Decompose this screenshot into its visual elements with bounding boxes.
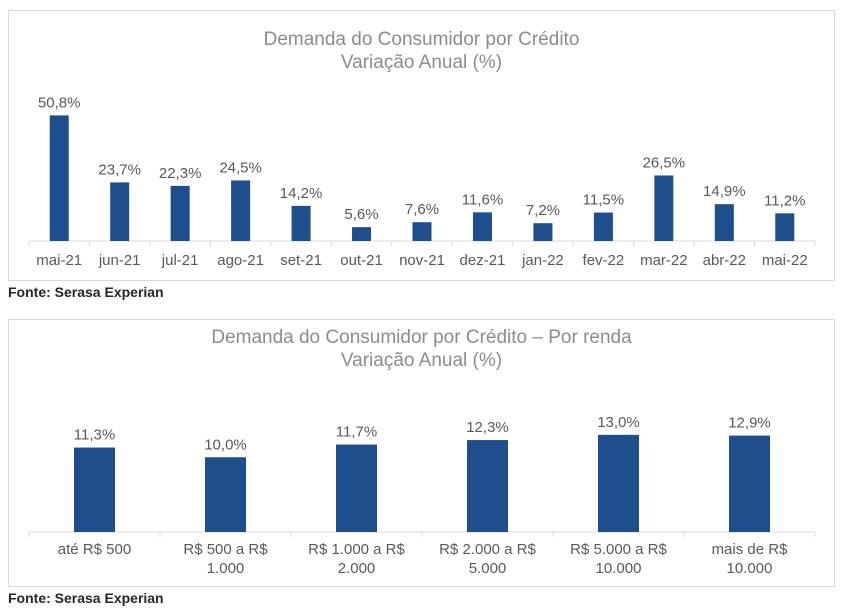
data-label: 11,3%	[74, 427, 115, 444]
source-note: Fonte: Serasa Experian	[8, 284, 164, 300]
category-label: R$ 2.000 a R$	[439, 541, 536, 558]
category-label: set-21	[280, 252, 322, 269]
category-label: 10.000	[596, 560, 642, 577]
data-label: 14,2%	[280, 185, 323, 202]
chart-title-block: Demanda do Consumidor por Crédito – Por …	[9, 326, 834, 372]
bar-chart-monthly: 50,8% mai-21 23,7% jun-21 22,3% jul-21 24,5% ag…	[28, 94, 816, 269]
data-label: 11,6%	[462, 191, 503, 208]
bar	[729, 435, 770, 532]
category-label: jan-22	[521, 252, 564, 269]
bar	[714, 204, 734, 241]
bar	[170, 185, 190, 241]
bar	[472, 212, 492, 241]
bar	[593, 212, 613, 241]
chart-title: Demanda do Consumidor por Crédito	[263, 29, 580, 50]
category-label: até R$ 500	[58, 541, 131, 558]
category-label: abr-22	[703, 252, 746, 269]
category-label: out-21	[340, 252, 383, 269]
bar	[110, 182, 130, 241]
category-label: jun-21	[98, 252, 141, 269]
data-label: 11,2%	[764, 192, 805, 209]
category-label: R$ 500 a R$	[183, 541, 268, 558]
bar	[352, 227, 372, 241]
bar	[598, 434, 639, 532]
data-label: 10,0%	[204, 436, 247, 453]
category-label: jul-21	[161, 252, 199, 269]
bar	[74, 447, 115, 532]
bar	[205, 457, 246, 532]
data-label: 5,6%	[344, 206, 378, 223]
bar	[654, 175, 674, 241]
bar	[467, 440, 508, 532]
bar	[49, 115, 69, 241]
bar	[412, 222, 432, 241]
chart-panel-monthly: Demanda do Consumidor por Crédito Variaç…	[8, 10, 835, 281]
chart-title-block: Demanda do Consumidor por Crédito Variaç…	[9, 28, 834, 74]
bar	[291, 205, 311, 241]
data-label: 50,8%	[38, 94, 81, 111]
bar	[231, 180, 251, 241]
data-label: 7,6%	[405, 201, 439, 218]
source-note: Fonte: Serasa Experian	[8, 590, 164, 606]
data-label: 13,0%	[597, 414, 640, 431]
bar	[336, 444, 377, 532]
bar	[775, 213, 795, 241]
data-label: 14,9%	[703, 183, 746, 200]
chart-subtitle: Variação Anual (%)	[340, 350, 503, 371]
category-label: mai-21	[36, 252, 82, 269]
category-label: 1.000	[207, 560, 245, 577]
category-label: ago-21	[217, 252, 264, 269]
data-label: 7,2%	[526, 202, 560, 219]
category-label: 5.000	[469, 560, 507, 577]
category-label: dez-21	[460, 252, 506, 269]
category-label: nov-21	[399, 252, 445, 269]
category-label: R$ 1.000 a R$	[308, 541, 405, 558]
chart-panel-income: Demanda do Consumidor por Crédito – Por …	[8, 319, 835, 587]
data-label: 11,7%	[336, 424, 377, 441]
category-label: mar-22	[640, 252, 688, 269]
category-label: R$ 5.000 a R$	[570, 541, 667, 558]
chart-subtitle: Variação Anual (%)	[340, 52, 503, 73]
bar	[533, 223, 553, 241]
chart-title: Demanda do Consumidor por Crédito – Por …	[211, 327, 632, 348]
data-label: 22,3%	[159, 165, 202, 182]
data-label: 12,3%	[466, 419, 509, 436]
data-label: 26,5%	[643, 154, 686, 171]
data-label: 12,9%	[728, 415, 771, 432]
category-label: fev-22	[583, 252, 625, 269]
category-label: 2.000	[338, 560, 376, 577]
data-label: 11,5%	[583, 192, 624, 209]
category-label: mai-22	[762, 252, 808, 269]
bar-chart-income: 11,3% até R$ 500 10,0% R$ 500 a R$ 1.000 11,7…	[28, 414, 816, 577]
category-label: mais de R$	[712, 541, 789, 558]
data-label: 23,7%	[98, 161, 141, 178]
category-label: 10.000	[727, 560, 773, 577]
data-label: 24,5%	[219, 159, 262, 176]
